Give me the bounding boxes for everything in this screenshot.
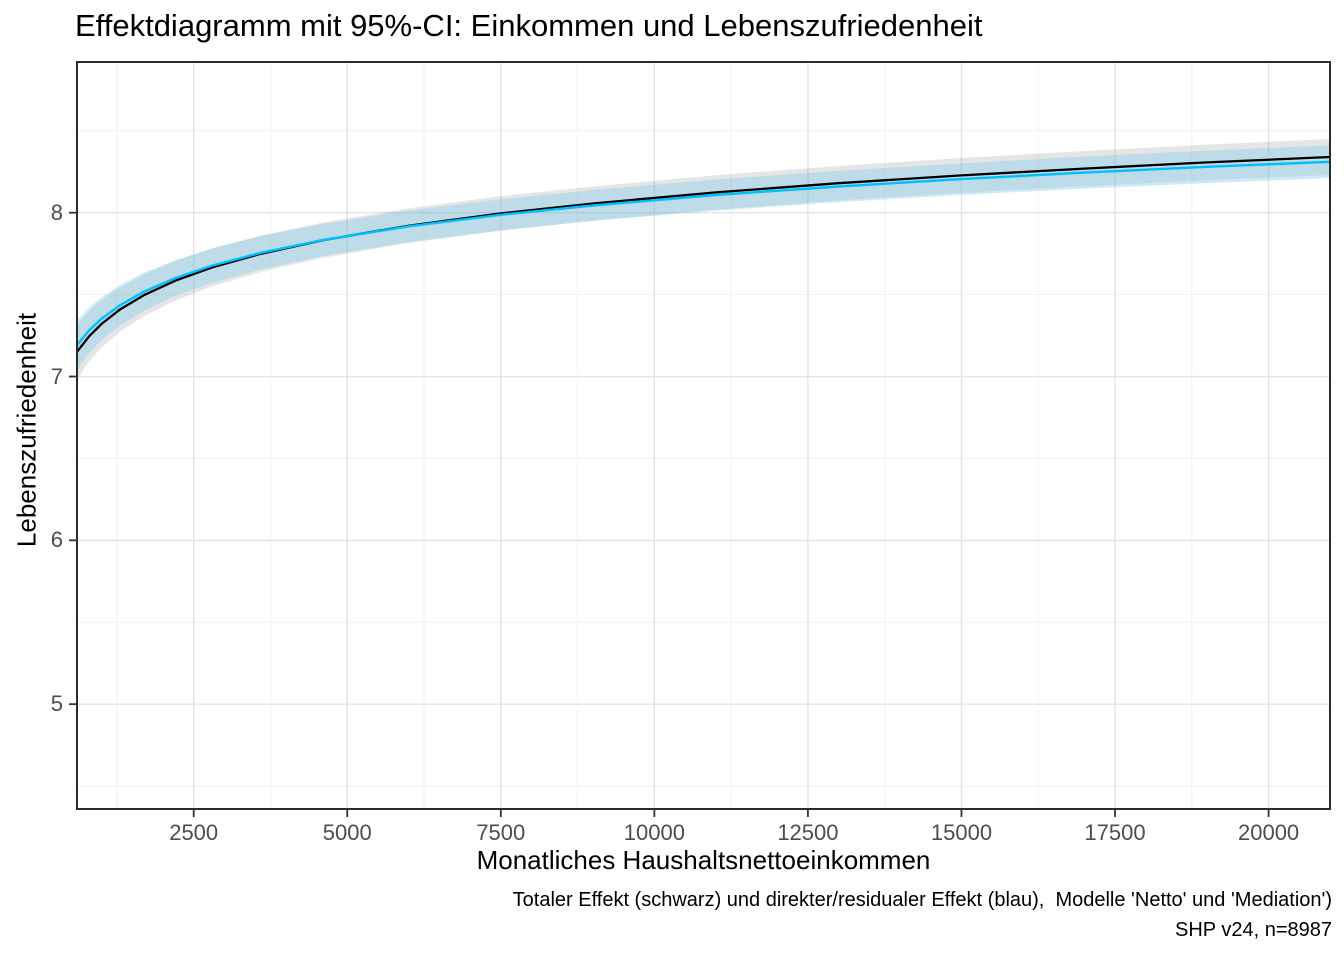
y-tick-label: 5 [50,691,63,717]
y-axis-title: Lebenszufriedenheit [11,312,42,548]
caption-line-1: Totaler Effekt (schwarz) und direkter/re… [512,889,1332,911]
panel-border [76,61,1331,810]
y-tick-label: 8 [50,199,63,225]
confidence-ribbons [77,139,1330,379]
x-tick-label: 10000 [623,820,685,845]
y-tick-label: 7 [50,363,63,389]
chart-title: Effektdiagramm mit 95%-CI: Einkommen und… [75,8,983,43]
gridlines-minor [77,62,1330,809]
x-tick-label: 17500 [1084,820,1146,845]
x-tick-label: 2500 [169,820,219,845]
x-axis-title: Monatliches Haushaltsnettoeinkommen [476,845,931,875]
x-tick-label: 15000 [930,820,993,845]
x-tick-label: 5000 [322,820,372,845]
axis-tick-marks [69,211,1270,817]
x-tick-label: 20000 [1237,820,1300,845]
direct-effect-line [77,160,1330,347]
x-tick-label: 12500 [777,820,839,845]
y-tick-label: 6 [50,527,63,553]
caption-line-2: SHP v24, n=8987 [1175,919,1332,941]
gridlines-major [77,62,1330,809]
x-tick-label: 7500 [476,820,526,845]
effect-lines [77,155,1330,353]
